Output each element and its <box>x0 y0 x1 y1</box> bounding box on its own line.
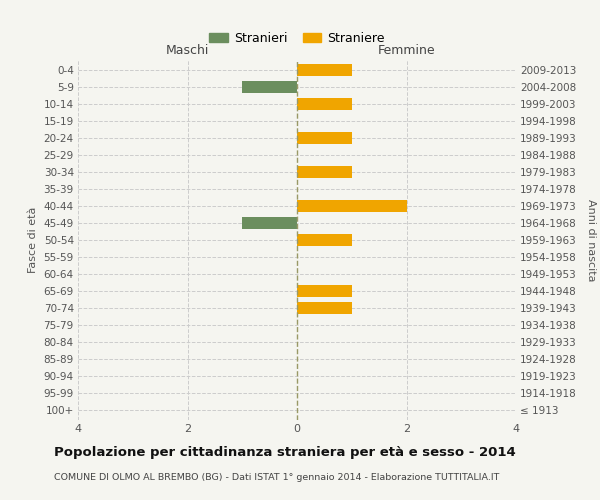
Bar <box>297 166 352 178</box>
Text: Femmine: Femmine <box>377 44 436 58</box>
Bar <box>297 98 352 110</box>
Text: Popolazione per cittadinanza straniera per età e sesso - 2014: Popolazione per cittadinanza straniera p… <box>54 446 516 459</box>
Bar <box>297 200 407 212</box>
Bar <box>297 64 352 76</box>
Text: COMUNE DI OLMO AL BREMBO (BG) - Dati ISTAT 1° gennaio 2014 - Elaborazione TUTTIT: COMUNE DI OLMO AL BREMBO (BG) - Dati IST… <box>54 473 499 482</box>
Y-axis label: Anni di nascita: Anni di nascita <box>586 198 596 281</box>
Bar <box>242 81 297 94</box>
Bar <box>297 234 352 246</box>
Legend: Stranieri, Straniere: Stranieri, Straniere <box>204 26 390 50</box>
Bar <box>297 132 352 144</box>
Bar <box>297 285 352 297</box>
Bar <box>242 217 297 229</box>
Bar <box>297 302 352 314</box>
Text: Maschi: Maschi <box>166 44 209 58</box>
Y-axis label: Fasce di età: Fasce di età <box>28 207 38 273</box>
